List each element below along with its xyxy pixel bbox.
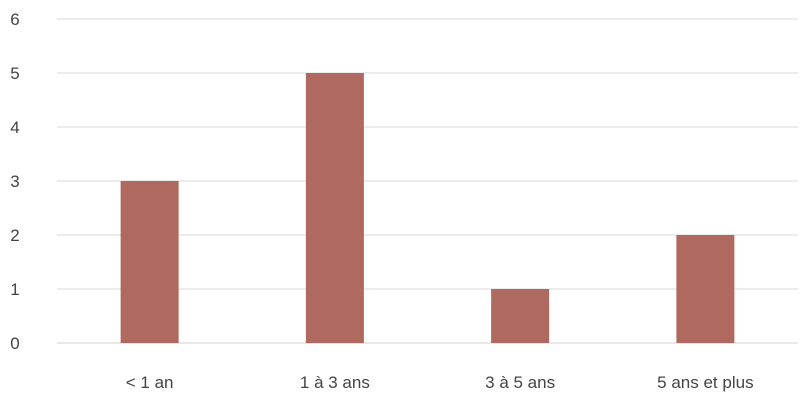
y-axis-ticks: 0 1 2 3 4 5 6 [10, 10, 19, 353]
grid-layer [57, 18, 798, 344]
x-category-label: 5 ans et plus [657, 373, 753, 392]
x-axis-labels: < 1 an 1 à 3 ans 3 à 5 ans 5 ans et plus [126, 373, 754, 392]
y-tick-label: 4 [10, 118, 19, 137]
y-tick-label: 3 [10, 172, 19, 191]
bar [120, 181, 179, 343]
y-tick-label: 6 [10, 10, 19, 29]
bars [120, 73, 735, 343]
x-category-label: < 1 an [126, 373, 174, 392]
y-tick-label: 2 [10, 226, 19, 245]
y-tick-label: 5 [10, 64, 19, 83]
bar [491, 289, 550, 343]
y-tick-label: 1 [10, 280, 19, 299]
y-tick-label: 0 [10, 334, 19, 353]
x-category-label: 1 à 3 ans [300, 373, 370, 392]
bar [676, 235, 735, 343]
bar [305, 73, 364, 343]
x-category-label: 3 à 5 ans [485, 373, 555, 392]
